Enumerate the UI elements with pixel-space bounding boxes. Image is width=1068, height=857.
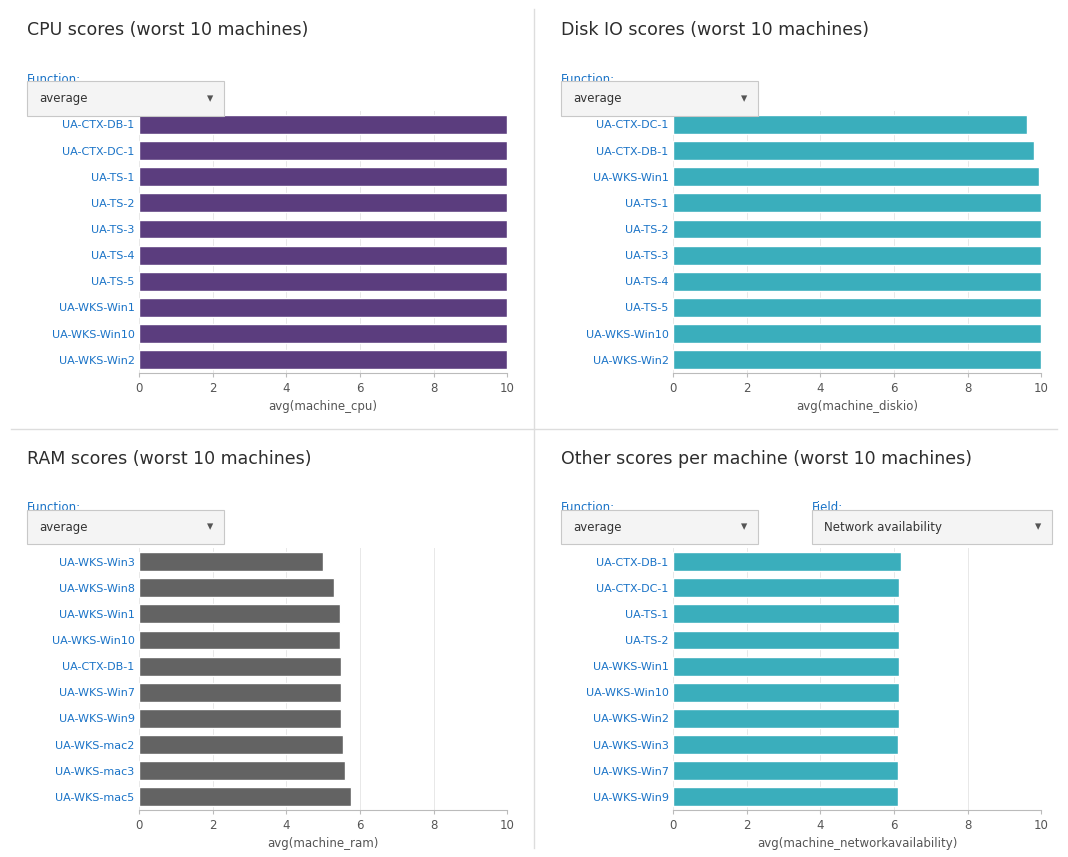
Bar <box>673 656 899 675</box>
Bar <box>673 194 1041 213</box>
Bar <box>673 761 897 780</box>
Bar <box>673 709 899 728</box>
Bar <box>139 735 343 754</box>
Text: ▾: ▾ <box>207 520 214 534</box>
Text: Disk IO scores (worst 10 machines): Disk IO scores (worst 10 machines) <box>561 21 868 39</box>
Bar <box>673 351 1041 369</box>
Bar <box>139 272 507 291</box>
Text: Function:: Function: <box>561 501 615 514</box>
Bar <box>673 141 1034 160</box>
Bar <box>139 683 342 702</box>
Text: average: average <box>40 92 88 105</box>
Bar <box>139 656 342 675</box>
Bar <box>139 167 507 186</box>
Text: Other scores per machine (worst 10 machines): Other scores per machine (worst 10 machi… <box>561 450 972 468</box>
Bar <box>139 115 507 134</box>
Text: average: average <box>40 520 88 534</box>
Bar <box>673 324 1041 343</box>
Bar <box>139 578 334 597</box>
Text: average: average <box>574 520 622 534</box>
Bar <box>139 246 507 265</box>
Bar <box>139 761 345 780</box>
Text: Function:: Function: <box>27 73 81 86</box>
Text: CPU scores (worst 10 machines): CPU scores (worst 10 machines) <box>27 21 308 39</box>
Bar <box>673 246 1041 265</box>
Bar <box>673 272 1041 291</box>
Bar <box>673 683 899 702</box>
Bar <box>139 298 507 317</box>
Text: average: average <box>574 92 622 105</box>
X-axis label: avg(machine_networkavailability): avg(machine_networkavailability) <box>757 837 957 850</box>
Bar <box>673 219 1041 238</box>
Bar <box>673 552 901 571</box>
Bar <box>673 298 1041 317</box>
Bar <box>673 735 897 754</box>
Bar <box>139 709 342 728</box>
Text: RAM scores (worst 10 machines): RAM scores (worst 10 machines) <box>27 450 311 468</box>
Bar <box>139 351 507 369</box>
Bar <box>139 141 507 160</box>
Text: ▾: ▾ <box>1035 520 1041 534</box>
Text: Network availability: Network availability <box>824 520 942 534</box>
Text: Function:: Function: <box>561 73 615 86</box>
Bar <box>673 115 1026 134</box>
Text: ▾: ▾ <box>741 92 748 105</box>
Bar <box>673 631 899 650</box>
Bar <box>139 604 340 623</box>
Text: Field:: Field: <box>812 501 843 514</box>
Bar <box>139 194 507 213</box>
Text: ▾: ▾ <box>741 520 748 534</box>
Bar <box>673 578 899 597</box>
Bar <box>673 604 899 623</box>
Bar <box>673 788 897 806</box>
Bar <box>139 324 507 343</box>
Text: Function:: Function: <box>27 501 81 514</box>
Bar <box>139 552 323 571</box>
X-axis label: avg(machine_ram): avg(machine_ram) <box>267 837 379 850</box>
Bar <box>673 167 1039 186</box>
Text: ▾: ▾ <box>207 92 214 105</box>
X-axis label: avg(machine_diskio): avg(machine_diskio) <box>796 400 918 413</box>
Bar <box>139 631 340 650</box>
Bar <box>139 219 507 238</box>
X-axis label: avg(machine_cpu): avg(machine_cpu) <box>268 400 378 413</box>
Bar <box>139 788 350 806</box>
